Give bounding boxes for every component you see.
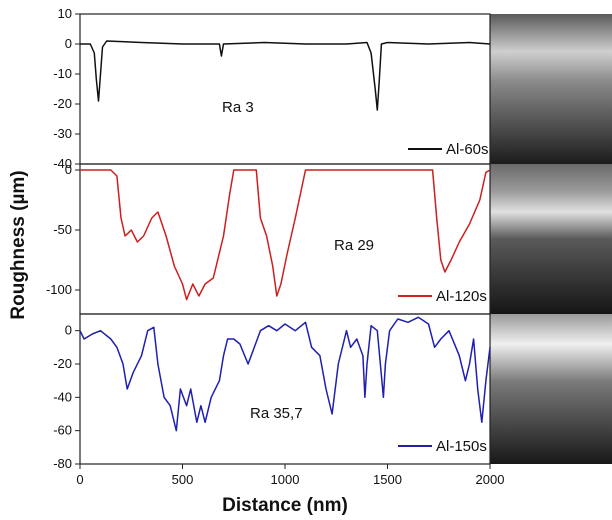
y-tick-label: -10: [53, 66, 72, 81]
sem-image-al-60s: [490, 14, 612, 164]
series-line-al-150s: [79, 316, 491, 432]
sem-image-al-150s: [490, 314, 612, 464]
annotation-label: Ra 3: [222, 99, 254, 116]
y-tick-label: 0: [65, 36, 72, 51]
y-tick-label: -40: [53, 389, 72, 404]
x-tick-label: 1000: [271, 472, 300, 487]
x-tick-label: 2000: [476, 472, 505, 487]
series-line-al-60s: [80, 40, 491, 111]
y-tick-label: 0: [65, 162, 72, 177]
panel-al-60s: Ra 3 Al-60s: [79, 13, 491, 165]
sem-image-al-120s: [490, 164, 612, 314]
panel-al-150s: Ra 35,7 Al-150s: [79, 313, 491, 465]
y-tick-label: -100: [46, 282, 72, 297]
y-tick-label: -30: [53, 126, 72, 141]
x-tick-label: 0: [76, 472, 83, 487]
sem-images: [490, 14, 612, 464]
y-tick-label: 10: [58, 6, 72, 21]
x-axis-title: Distance (nm): [222, 495, 348, 516]
series-layer: [79, 40, 491, 432]
annotation-label: Ra 35,7: [250, 405, 303, 422]
x-tick-label: 500: [172, 472, 194, 487]
x-tick-label: 1500: [373, 472, 402, 487]
legend-label: Al-60s: [446, 141, 489, 158]
y-tick-layer: 100-10-20-30-400-50-1000-20-40-60-80: [46, 6, 80, 471]
y-axis-title: Roughness (µm): [8, 170, 29, 319]
annotation-label: Ra 29: [334, 237, 374, 254]
legend-label: Al-120s: [436, 288, 487, 305]
y-tick-label: 0: [65, 323, 72, 338]
y-tick-label: -80: [53, 456, 72, 471]
y-tick-label: -60: [53, 423, 72, 438]
panel-al-120s: Ra 29 Al-120s: [79, 163, 491, 315]
y-tick-label: -50: [53, 222, 72, 237]
legend-label: Al-150s: [436, 438, 487, 455]
panel-frame: [79, 313, 491, 465]
y-tick-label: -20: [53, 356, 72, 371]
x-axis: 0 500 1000 1500 2000: [76, 464, 504, 487]
panel-frame: [79, 13, 491, 165]
y-tick-label: -40: [53, 156, 72, 171]
series-line-al-120s: [80, 169, 491, 301]
y-tick-label: -20: [53, 96, 72, 111]
